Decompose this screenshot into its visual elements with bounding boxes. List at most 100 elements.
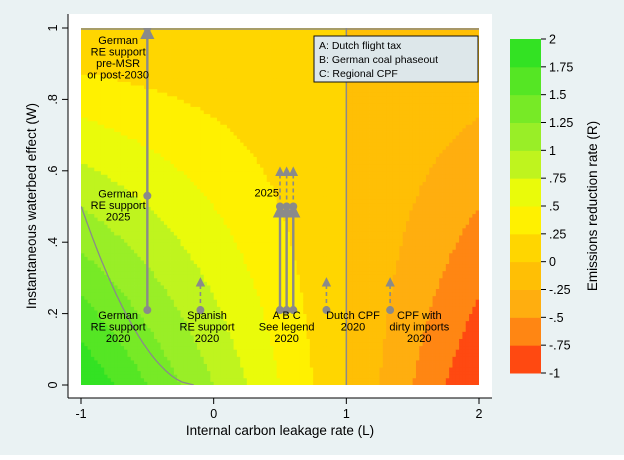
heatmap-cell (120, 85, 125, 90)
heatmap-cell (110, 260, 115, 265)
heatmap-cell (173, 85, 178, 90)
heatmap-cell (140, 313, 145, 318)
heatmap-cell (213, 163, 218, 168)
heatmap-cell (243, 63, 248, 68)
heatmap-cell (207, 220, 211, 225)
heatmap-cell (140, 306, 145, 311)
heatmap-cell (94, 310, 98, 314)
heatmap-cell (134, 217, 138, 222)
heatmap-cell (150, 49, 155, 54)
heatmap-cell (213, 88, 218, 93)
heatmap-cell (167, 120, 171, 125)
heatmap-cell (230, 124, 234, 129)
heatmap-cell (177, 292, 181, 297)
heatmap-cell (150, 281, 155, 286)
heatmap-cell (137, 249, 142, 254)
heatmap-cell (140, 256, 145, 261)
heatmap-cell (230, 85, 234, 90)
heatmap-cell (200, 63, 205, 68)
heatmap-cell (213, 195, 218, 200)
heatmap-cell (153, 274, 158, 279)
heatmap-cell (153, 177, 158, 182)
heatmap-cell (173, 267, 178, 272)
heatmap-cell (117, 31, 122, 36)
heatmap-cell (180, 92, 185, 97)
heatmap-cell (124, 252, 128, 257)
heatmap-cell (213, 338, 218, 343)
heatmap-cell (243, 263, 248, 268)
heatmap-cell (120, 245, 125, 250)
heatmap-cell (216, 349, 221, 354)
heatmap-cell (84, 292, 89, 297)
heatmap-cell (230, 102, 234, 107)
heatmap-cell (180, 235, 185, 240)
heatmap-cell (213, 131, 218, 136)
heatmap-cell (124, 181, 128, 186)
heatmap-cell (207, 260, 211, 265)
heatmap-cell (134, 63, 138, 68)
heatmap-cell (187, 63, 191, 68)
heatmap-cell (97, 60, 102, 65)
heatmap-cell (100, 28, 105, 32)
heatmap-cell (240, 213, 244, 218)
heatmap-cell (230, 174, 234, 179)
heatmap-cell (100, 331, 105, 336)
heatmap-cell (170, 142, 175, 147)
heatmap-cell (140, 74, 145, 79)
heatmap-cell (104, 77, 108, 82)
heatmap-cell (243, 92, 248, 97)
heatmap-cell (87, 342, 92, 347)
heatmap-cell (134, 249, 138, 254)
heatmap-cell (140, 181, 145, 186)
heatmap-cell (120, 77, 125, 82)
heatmap-cell (183, 127, 188, 132)
heatmap-cell (177, 263, 181, 268)
heatmap-cell (114, 360, 118, 364)
heatmap-cell (210, 74, 215, 79)
heatmap-cell (110, 338, 115, 343)
heatmap-cell (180, 374, 185, 379)
heatmap-cell (130, 245, 135, 250)
heatmap-cell (223, 106, 228, 111)
heatmap-cell (100, 360, 105, 364)
heatmap-cell (97, 52, 102, 57)
heatmap-cell (84, 206, 89, 211)
heatmap-cell (190, 324, 195, 329)
heatmap-cell (104, 167, 108, 172)
heatmap-cell (197, 285, 201, 290)
heatmap-cell (104, 142, 108, 147)
heatmap-cell (160, 213, 165, 218)
heatmap-cell (177, 374, 181, 379)
heatmap-cell (233, 52, 238, 57)
heatmap-cell (180, 81, 185, 86)
heatmap-cell (97, 238, 102, 243)
heatmap-cell (114, 60, 118, 65)
heatmap-cell (147, 263, 152, 268)
heatmap-cell (127, 292, 132, 297)
heatmap-cell (236, 285, 241, 290)
heatmap-cell (173, 113, 178, 118)
heatmap-cell (97, 327, 102, 332)
heatmap-cell (134, 167, 138, 172)
heatmap-cell (90, 199, 95, 204)
heatmap-cell (197, 231, 201, 236)
heatmap-cell (187, 195, 191, 200)
heatmap-cell (226, 285, 231, 290)
heatmap-cell (117, 74, 122, 79)
heatmap-cell (127, 192, 132, 197)
heatmap-cell (137, 345, 142, 350)
heatmap-cell (124, 88, 128, 93)
heatmap-cell (167, 249, 171, 254)
heatmap-cell (240, 335, 244, 339)
heatmap-cell (170, 260, 175, 265)
heatmap-cell (210, 256, 215, 261)
heatmap-cell (153, 310, 158, 314)
heatmap-cell (84, 149, 89, 154)
heatmap-cell (110, 202, 115, 207)
heatmap-cell (177, 185, 181, 190)
heatmap-cell (124, 313, 128, 318)
heatmap-cell (226, 60, 231, 65)
heatmap-cell (144, 242, 148, 247)
heatmap-cell (243, 220, 248, 225)
heatmap-cell (124, 127, 128, 132)
